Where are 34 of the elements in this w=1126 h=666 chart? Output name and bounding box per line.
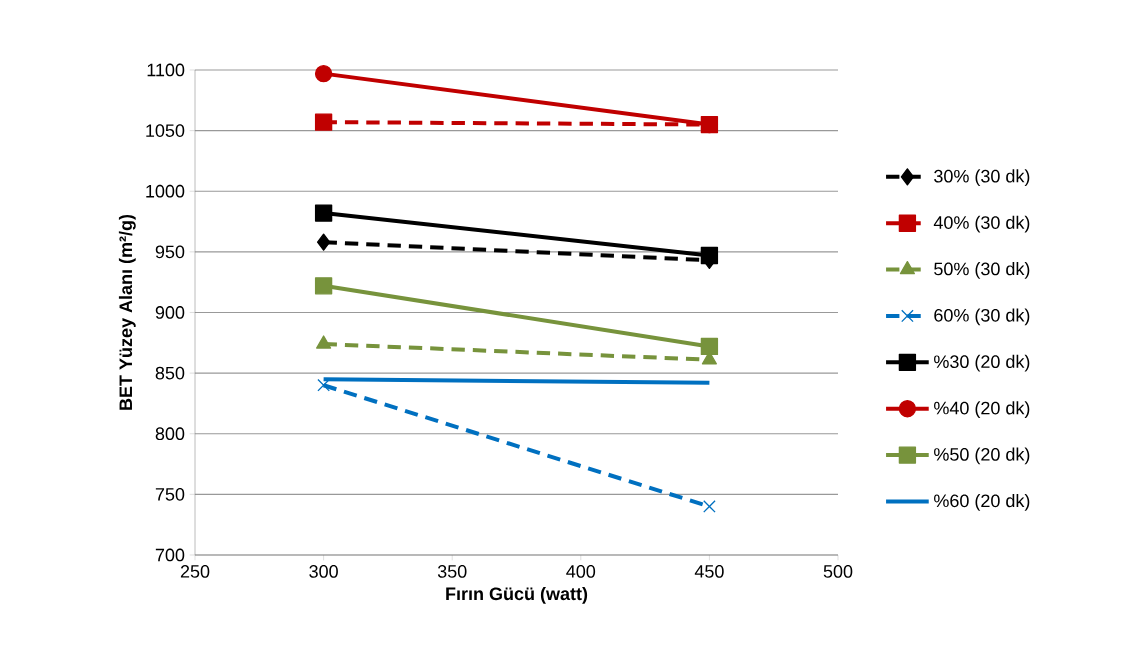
legend-label: 50% (30 dk) (934, 262, 1030, 279)
x-tick-label: 450 (694, 565, 724, 578)
y-tick-label: 850 (155, 366, 185, 380)
y-tick-label: 900 (155, 306, 185, 319)
point (317, 378, 330, 392)
y-tick-label: 1000 (146, 184, 185, 198)
legend-label: 40% (30 dk) (933, 215, 1030, 233)
point (700, 337, 719, 356)
x-tick-label: 300 (309, 565, 338, 578)
y-tick-label: 1100 (147, 63, 185, 77)
x-tick-label: 350 (437, 565, 467, 578)
point (314, 204, 333, 222)
y-tick-label: 700 (155, 548, 185, 562)
point (703, 500, 716, 513)
point (316, 233, 331, 251)
point (314, 277, 333, 295)
legend-label: %50 (20 dk) (934, 447, 1030, 465)
x-axis-title: Fırın Gücü (watt) (446, 586, 588, 604)
point (700, 115, 719, 134)
x-tick-label: 250 (180, 565, 210, 578)
y-axis-title: BET Yüzey Alanı (m²/g) (118, 214, 136, 410)
legend-label: %60 (20 dk) (934, 493, 1030, 511)
legend-label: %40 (20 dk) (934, 401, 1030, 418)
x-tick-label: 500 (823, 565, 853, 578)
y-tick-label: 800 (155, 427, 185, 441)
y-tick-label: 750 (155, 487, 185, 501)
y-tick-label: 950 (155, 245, 185, 259)
point (314, 64, 333, 83)
legend-label: 60% (30 dk) (934, 308, 1030, 326)
x-tick-label: 400 (566, 565, 596, 578)
legend-label: %30 (20 dk) (934, 354, 1030, 372)
y-tick-label: 1050 (146, 124, 185, 137)
legend-label: 30% (30 dk) (934, 169, 1030, 187)
point (314, 113, 333, 131)
